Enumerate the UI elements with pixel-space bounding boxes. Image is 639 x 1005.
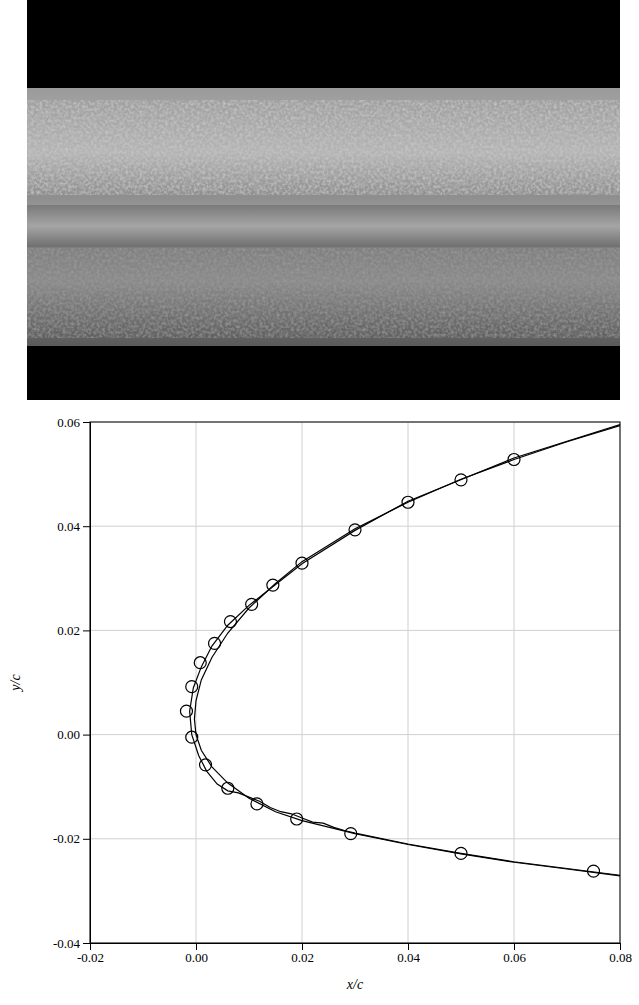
measured-point: [246, 598, 258, 610]
x-tick: 0.08: [609, 943, 632, 965]
y-axis: -0.04 -0.02 0.00 0.02 0.04 0.06: [53, 415, 91, 951]
measured-point: [345, 828, 357, 840]
grid-line: [90, 630, 620, 631]
x-axis-title: x/c: [346, 977, 364, 992]
profile-line: [190, 425, 620, 876]
measured-point: [222, 782, 234, 794]
y-tick: 0.04: [57, 519, 90, 534]
measured-point: [267, 579, 279, 591]
measured-point: [508, 454, 520, 466]
x-tick-label: 0.06: [503, 950, 526, 965]
y-tick-label: 0.06: [57, 415, 80, 430]
y-tick-label: -0.02: [53, 831, 80, 846]
x-tick-label: 0.00: [185, 950, 208, 965]
measured-point: [455, 847, 467, 859]
leading-edge-band: [27, 205, 620, 247]
y-tick-label: 0.02: [57, 623, 80, 638]
measured-point: [251, 798, 263, 810]
measured-point: [180, 705, 192, 717]
y-axis-title: y/c: [8, 674, 23, 693]
x-tick-mark: [408, 943, 409, 950]
x-axis: -0.02 0.00 0.02 0.04 0.06 0.08: [77, 943, 632, 965]
grid-line: [408, 422, 409, 943]
x-tick-label: 0.08: [609, 950, 632, 965]
profile-line: [194, 426, 620, 876]
measured-point: [588, 865, 600, 877]
y-tick-mark: [83, 422, 90, 423]
plot-area: [180, 425, 620, 877]
photo-background: [27, 0, 620, 400]
y-tick-label: 0.00: [57, 727, 80, 742]
y-tick-label: 0.04: [57, 519, 80, 534]
x-tick: -0.02: [77, 943, 104, 965]
x-tick-label: 0.04: [397, 950, 420, 965]
airfoil-body: [27, 88, 620, 346]
y-tick-mark: [83, 943, 90, 944]
x-tick-mark: [514, 943, 515, 950]
x-axis-line: [91, 944, 621, 951]
y-tick-mark: [83, 735, 90, 736]
measured-point: [224, 616, 236, 628]
y-tick-mark: [83, 526, 90, 527]
x-tick-mark: [90, 943, 91, 950]
plot-frame: [90, 422, 620, 943]
x-tick-label: -0.02: [77, 950, 104, 965]
grid-line: [514, 422, 515, 943]
grid-line: [90, 734, 620, 735]
y-tick: -0.04: [53, 936, 90, 951]
measured-point: [200, 759, 212, 771]
ice-texture-lower: [27, 248, 620, 338]
ice-texture-upper: [27, 100, 620, 195]
figure: -0.020.000.020.040.060.08-0.04-0.020.000…: [0, 0, 639, 1005]
measured-point: [455, 474, 467, 486]
y-tick-mark: [83, 839, 90, 840]
x-tick-mark: [620, 943, 621, 950]
x-tick-mark: [196, 943, 197, 950]
grid-line: [90, 526, 620, 527]
x-tick: 0.02: [291, 943, 314, 965]
measured-point: [186, 731, 198, 743]
x-tick-label: 0.02: [291, 950, 314, 965]
y-tick: 0.00: [57, 727, 90, 742]
x-tick-mark: [302, 943, 303, 950]
x-tick: 0.00: [185, 943, 208, 965]
y-tick-mark: [83, 630, 90, 631]
y-tick: 0.02: [57, 623, 90, 638]
measured-point: [402, 496, 414, 508]
y-tick: -0.02: [53, 831, 90, 846]
x-tick: 0.04: [397, 943, 420, 965]
measured-point: [209, 637, 221, 649]
y-axis-line: [83, 423, 91, 944]
measured-point: [291, 813, 303, 825]
photo: [27, 0, 620, 400]
grid-line: [302, 422, 303, 943]
measured-point: [186, 681, 198, 693]
measured-point: [296, 557, 308, 569]
y-tick-label: -0.04: [53, 936, 81, 951]
measured-point: [194, 657, 206, 669]
grid: [90, 422, 620, 943]
measured-point: [349, 524, 361, 536]
y-tick: 0.06: [57, 415, 90, 430]
x-tick: 0.06: [503, 943, 526, 965]
